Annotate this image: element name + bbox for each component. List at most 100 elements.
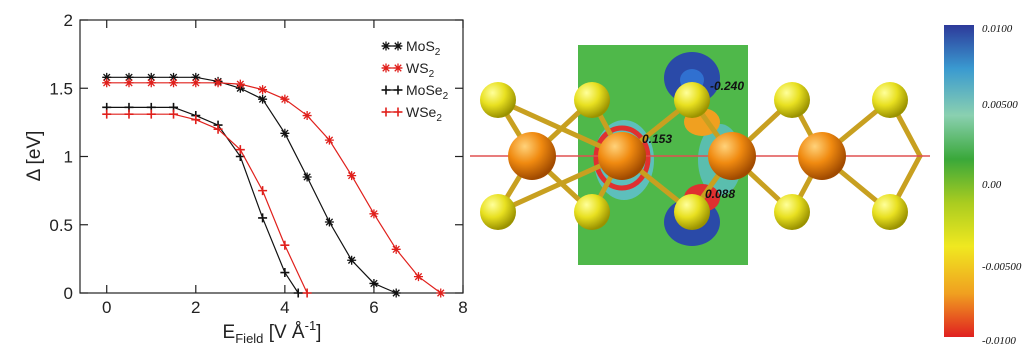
metal-atoms — [508, 132, 846, 180]
y-tick-label: 1 — [64, 148, 73, 167]
x-axis-title-sub: Field — [235, 331, 263, 346]
sulfur-atom — [574, 194, 610, 230]
chart-plot-frame — [79, 19, 464, 294]
data-point — [393, 41, 403, 51]
x-axis-title: EField [V Å-1] — [223, 318, 322, 346]
legend-label: WS2 — [406, 60, 435, 80]
data-point — [235, 79, 245, 89]
x-tick-label: 6 — [369, 298, 378, 317]
x-tick-label: 8 — [458, 298, 467, 317]
series-wse2 — [102, 109, 312, 298]
colorbar-label-min: -0.0100 — [982, 335, 1016, 347]
series-line — [106, 106, 299, 294]
data-point — [146, 78, 156, 88]
data-point — [124, 72, 134, 82]
data-point — [213, 78, 223, 88]
x-axis-title-unit: [V Å — [263, 322, 305, 343]
series-mose2 — [102, 102, 303, 298]
data-point — [393, 107, 403, 117]
data-point — [381, 85, 391, 95]
legend-item: WSe2 — [381, 104, 442, 124]
data-point — [235, 145, 245, 155]
data-point — [347, 171, 357, 181]
data-point — [146, 109, 156, 119]
x-tick-label: 0 — [102, 298, 111, 317]
y-axis-title: Δ [eV] — [24, 131, 45, 182]
colorbar-label-max: 0.0100 — [982, 23, 1013, 35]
data-point — [369, 278, 379, 288]
data-point — [381, 63, 391, 73]
data-point — [280, 268, 290, 278]
charge-density-structure: -0.240 0.153 0.088 — [470, 45, 930, 265]
data-point — [280, 128, 290, 138]
data-point — [102, 72, 112, 82]
metal-atom — [798, 132, 846, 180]
data-point — [258, 186, 268, 196]
sulfur-atoms — [480, 82, 908, 230]
data-point — [393, 85, 403, 95]
x-axis-title-main: E — [223, 322, 236, 343]
data-point — [191, 78, 201, 88]
data-point — [391, 244, 401, 254]
data-point — [169, 72, 179, 82]
x-axis-title-sup: -1 — [305, 318, 317, 333]
data-point — [169, 78, 179, 88]
x-tick-label: 4 — [280, 298, 289, 317]
data-point — [302, 111, 312, 121]
data-point — [258, 85, 268, 95]
data-point — [347, 255, 357, 265]
legend-label: WSe2 — [406, 104, 442, 124]
metal-atom — [598, 132, 646, 180]
data-point — [324, 217, 334, 227]
colorbar: 0.0100 0.00500 0.00 -0.00500 -0.0100 — [944, 23, 1022, 347]
data-point — [124, 78, 134, 88]
series-ws2 — [102, 78, 446, 298]
data-point — [280, 240, 290, 250]
data-point — [391, 288, 401, 298]
data-point — [258, 213, 268, 223]
metal-atom — [708, 132, 756, 180]
y-tick-label: 2 — [64, 11, 73, 30]
sulfur-atom — [574, 82, 610, 118]
sulfur-atom — [872, 194, 908, 230]
data-point — [393, 63, 403, 73]
data-point — [293, 288, 303, 298]
colorbar-gradient — [944, 25, 974, 337]
data-point — [191, 115, 201, 125]
data-point — [436, 288, 446, 298]
data-point — [258, 94, 268, 104]
metal-atom — [508, 132, 556, 180]
data-point — [324, 135, 334, 145]
data-point — [146, 72, 156, 82]
y-tick-label: 0 — [64, 284, 73, 303]
series-line — [106, 82, 442, 294]
sulfur-atom — [872, 82, 908, 118]
density-value-top: -0.240 — [710, 79, 744, 93]
data-point — [302, 288, 312, 298]
sulfur-atom — [674, 194, 710, 230]
colorbar-label-lower: -0.00500 — [982, 261, 1022, 273]
data-point — [169, 109, 179, 119]
density-value-bottom: 0.088 — [705, 187, 735, 201]
density-ring-red — [593, 125, 651, 191]
data-point — [213, 124, 223, 134]
data-point — [124, 109, 134, 119]
data-point — [191, 72, 201, 82]
data-point — [102, 78, 112, 88]
data-point — [381, 41, 391, 51]
sulfur-atom — [480, 194, 516, 230]
y-tick-label: 1.5 — [49, 79, 73, 98]
colorbar-label-zero: 0.00 — [982, 179, 1002, 191]
y-tick-label: 0.5 — [49, 216, 73, 235]
series-line — [106, 113, 308, 294]
sulfur-atom — [480, 82, 516, 118]
density-value-center: 0.153 — [642, 132, 672, 146]
legend-item: MoS2 — [381, 38, 441, 58]
data-point — [280, 94, 290, 104]
sulfur-atom — [674, 82, 710, 118]
sulfur-atom — [774, 194, 810, 230]
legend-label: MoSe2 — [406, 82, 449, 102]
data-point — [369, 209, 379, 219]
